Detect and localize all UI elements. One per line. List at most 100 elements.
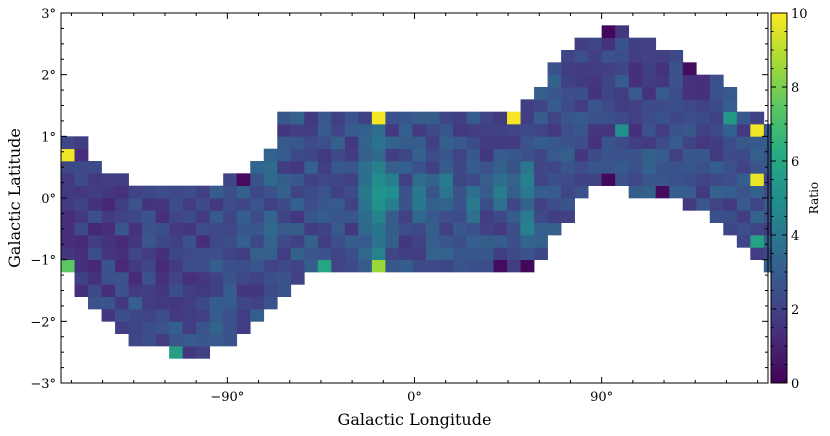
heatmap-cell	[669, 124, 684, 137]
heatmap-cell	[412, 235, 427, 248]
heatmap-cell	[385, 222, 400, 236]
heatmap-cell	[236, 321, 251, 335]
heatmap-cell	[209, 198, 224, 211]
heatmap-cell	[317, 210, 332, 224]
heatmap-cell	[452, 136, 467, 150]
heatmap-cell	[277, 247, 292, 261]
heatmap-cell	[182, 259, 197, 273]
heatmap-cell	[412, 173, 427, 187]
heatmap-cell	[317, 222, 332, 236]
heatmap-cell	[398, 136, 413, 150]
heatmap-cell	[344, 111, 359, 125]
heatmap-cell	[574, 185, 589, 199]
heatmap-cell	[507, 124, 521, 137]
heatmap-cell	[493, 111, 508, 125]
heatmap-cell	[398, 210, 413, 224]
heatmap-cell	[452, 222, 467, 236]
heatmap-cell	[750, 111, 765, 125]
heatmap-cell	[412, 198, 427, 211]
heatmap-cell	[547, 198, 562, 211]
heatmap-cell	[101, 272, 116, 285]
heatmap-cell	[534, 185, 548, 199]
heatmap-cell	[358, 198, 373, 211]
heatmap-cell	[439, 210, 454, 224]
y-tick-label: 1°	[41, 130, 56, 145]
heatmap-cell	[452, 247, 467, 261]
heatmap-cell	[236, 210, 251, 224]
heatmap-cell	[493, 210, 508, 224]
heatmap-cell	[263, 272, 278, 285]
heatmap-cell	[628, 124, 643, 137]
heatmap-cell	[547, 173, 562, 187]
heatmap-cell	[696, 136, 711, 150]
heatmap-cell	[196, 346, 211, 359]
heatmap-cell	[642, 62, 657, 76]
heatmap-cell	[101, 222, 116, 236]
heatmap-cell	[520, 124, 535, 137]
heatmap-cell	[142, 272, 156, 285]
heatmap-cell	[182, 272, 197, 285]
heatmap-cell	[223, 222, 238, 236]
heatmap-cell	[155, 222, 170, 236]
heatmap-cell	[155, 333, 170, 347]
heatmap-cell	[304, 259, 319, 273]
heatmap-cell	[182, 333, 197, 347]
heatmap-cell	[236, 272, 251, 285]
heatmap-cell	[452, 185, 467, 199]
heatmap-cell	[236, 296, 251, 310]
heatmap-cell	[344, 247, 359, 261]
heatmap-cell	[290, 259, 305, 273]
heatmap-cell	[696, 185, 711, 199]
heatmap-cell	[547, 161, 562, 174]
heatmap-cell	[547, 111, 562, 125]
heatmap-cell	[642, 185, 657, 199]
heatmap-cell	[331, 235, 346, 248]
heatmap-cell	[385, 173, 400, 187]
heatmap-cell	[655, 87, 670, 100]
heatmap-cell	[723, 210, 738, 224]
heatmap-cell	[628, 148, 643, 162]
heatmap-cell	[223, 247, 238, 261]
heatmap-cell	[561, 74, 575, 88]
heatmap-cell	[669, 99, 684, 113]
heatmap-cell	[466, 235, 481, 248]
heatmap-cell	[115, 284, 129, 298]
heatmap-cell	[628, 99, 643, 113]
heatmap-cell	[142, 309, 156, 322]
heatmap-cell	[290, 148, 305, 162]
heatmap-cell	[155, 309, 170, 322]
heatmap-cell	[561, 161, 575, 174]
heatmap-cell	[493, 259, 508, 273]
heatmap-cell	[304, 185, 319, 199]
heatmap-cell	[142, 296, 156, 310]
heatmap-cell	[277, 111, 292, 125]
heatmap-cell	[223, 185, 238, 199]
heatmap-cell	[61, 222, 75, 236]
heatmap-cell	[655, 99, 670, 113]
heatmap-cell	[507, 222, 521, 236]
heatmap-cell	[615, 87, 630, 100]
heatmap-cell	[750, 247, 765, 261]
heatmap-cell	[223, 296, 238, 310]
heatmap-cell	[398, 148, 413, 162]
heatmap-cell	[101, 284, 116, 298]
heatmap-cell	[520, 185, 535, 199]
heatmap-cell	[317, 235, 332, 248]
heatmap-cell	[601, 62, 616, 76]
heatmap-cell	[223, 321, 238, 335]
heatmap-cell	[344, 161, 359, 174]
heatmap-cell	[358, 111, 373, 125]
heatmap-cell	[209, 222, 224, 236]
heatmap-cell	[115, 259, 129, 273]
heatmap-cell	[425, 111, 440, 125]
heatmap-cell	[385, 111, 400, 125]
heatmap-cell	[588, 124, 602, 137]
heatmap-cell	[452, 259, 467, 273]
heatmap-cell	[250, 210, 265, 224]
heatmap-cell	[723, 87, 738, 100]
heatmap-cell	[466, 259, 481, 273]
heatmap-cell	[290, 210, 305, 224]
heatmap-cell	[358, 235, 373, 248]
heatmap-cell	[236, 173, 251, 187]
